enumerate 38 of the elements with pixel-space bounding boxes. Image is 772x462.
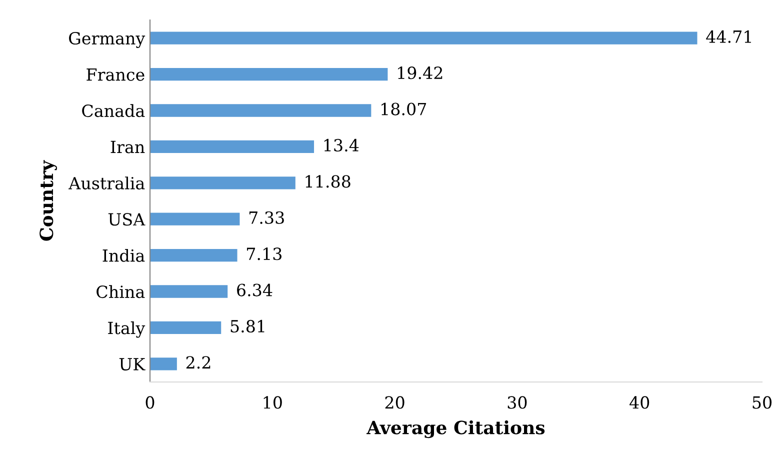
y-tick-label: China [96,285,145,298]
bar [150,104,372,117]
data-label: 5.81 [230,320,264,333]
data-label: 18.07 [382,102,426,116]
x-tick-label: 40 [630,396,650,409]
y-tick-label: Germany [69,32,146,48]
bar [150,68,388,81]
x-tick-label: 0 [146,396,154,409]
y-tick-label: Australia [68,176,145,190]
y-tick-label: Iran [110,140,145,154]
bar [150,32,698,44]
bar [150,212,240,226]
bar [150,140,314,154]
data-label: 13.4 [324,138,359,152]
y-tick-label: USA [108,213,146,226]
data-label: 2.2 [186,356,210,369]
x-tick-label: 10 [264,396,282,409]
bar [150,248,238,262]
y-tick-label: Canada [82,104,145,118]
y-tick-label: India [102,248,145,262]
y-tick-label: France [86,68,144,81]
data-label: 19.42 [398,66,442,80]
data-label: 7.33 [249,211,284,224]
data-label: 7.13 [247,248,282,260]
data-label: 11.88 [306,175,350,188]
x-tick-label: 20 [385,396,404,409]
bar [150,176,296,190]
x-axis-title: Average Citations [366,420,545,438]
data-label: 6.34 [237,284,272,296]
x-tick-label: 30 [508,396,527,409]
bar [150,285,228,298]
bar [150,358,177,370]
bar [150,321,222,334]
x-tick-label: 50 [752,396,772,409]
y-axis-title: Country [40,160,57,241]
y-tick-label: Italy [108,321,146,338]
y-tick-label: UK [119,358,146,370]
data-label: 44.71 [706,30,751,43]
